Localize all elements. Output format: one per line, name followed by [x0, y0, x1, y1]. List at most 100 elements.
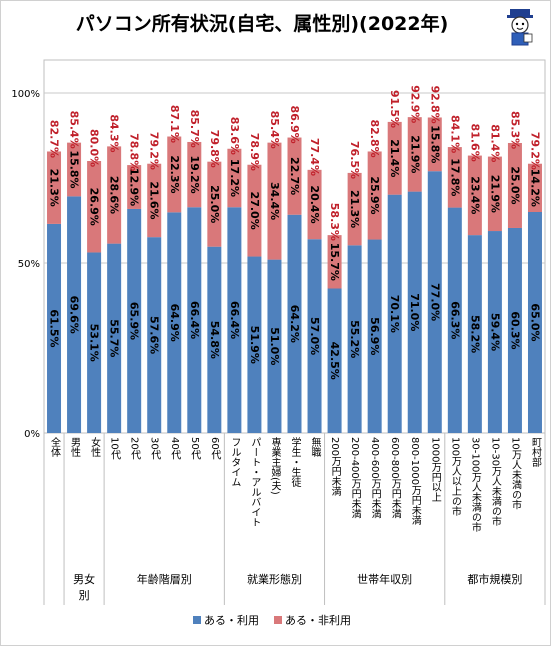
bar-unused [467, 155, 482, 236]
value-label-total: 92.9% [408, 85, 421, 123]
bar-used [307, 239, 322, 433]
value-label-total: 91.5% [388, 90, 401, 128]
value-label-total: 87.1% [168, 105, 181, 143]
value-label-unused: 34.4% [268, 182, 281, 220]
value-label-used: 59.4% [488, 313, 501, 351]
value-label-unused: 21.4% [388, 139, 401, 177]
value-label-used: 77.0% [428, 283, 441, 321]
group-label: 男女 [73, 572, 95, 586]
value-label-unused: 27.0% [248, 192, 261, 230]
value-label-used: 66.3% [448, 301, 461, 339]
group-label: 別 [79, 589, 90, 602]
value-label-total: 84.1% [448, 115, 461, 153]
bar-unused [247, 164, 262, 257]
value-label-used: 61.5% [48, 309, 61, 347]
x-tick-label: フルタイム [229, 437, 241, 487]
bar-unused [447, 147, 462, 208]
value-label-unused: 15.7% [328, 243, 341, 281]
value-label-unused: 25.0% [508, 166, 521, 204]
bar-unused [487, 156, 502, 232]
value-label-used: 64.9% [168, 304, 181, 342]
x-tick-label: 30代 [149, 437, 161, 461]
x-tick-label: 無職 [309, 436, 321, 458]
value-label-total: 82.7% [48, 120, 61, 158]
mascot-icon [507, 9, 533, 46]
bar-unused [387, 121, 402, 195]
bar-used [467, 235, 482, 433]
value-label-total: 83.6% [228, 117, 241, 155]
bar-used [127, 208, 142, 433]
value-label-unused: 23.4% [468, 176, 481, 214]
value-label-used: 54.8% [208, 321, 221, 359]
bar-used [87, 252, 102, 433]
bar-used [147, 237, 162, 433]
x-tick-label: 女性 [89, 436, 101, 458]
value-label-total: 78.8% [128, 133, 141, 171]
value-label-used: 65.9% [128, 302, 141, 340]
value-label-unused: 17.8% [448, 158, 461, 196]
value-label-total: 92.8% [428, 85, 441, 123]
bar-used [207, 246, 222, 433]
value-label-used: 66.4% [188, 301, 201, 339]
value-label-used: 57.0% [308, 317, 321, 355]
x-tick-label: 専業主婦(夫) [269, 437, 281, 495]
value-label-used: 51.0% [268, 327, 281, 365]
value-label-used: 65.0% [528, 303, 541, 341]
legend: ある・利用 ある・非利用 [193, 614, 351, 627]
bar-unused [227, 148, 242, 208]
bar-unused [127, 165, 142, 209]
value-label-unused: 15.8% [68, 150, 81, 188]
bar-unused [507, 142, 522, 228]
value-label-total: 82.8% [368, 119, 381, 157]
value-label-unused: 22.7% [288, 157, 301, 195]
bar-unused [87, 161, 102, 253]
bar-unused [307, 169, 322, 240]
value-label-total: 77.4% [308, 138, 321, 176]
value-label-unused: 21.3% [348, 190, 361, 228]
bar-used [107, 243, 122, 433]
bar-unused [47, 151, 62, 224]
bar-unused [427, 117, 442, 172]
bar-used [167, 212, 182, 433]
value-label-unused: 21.3% [48, 169, 61, 207]
legend-swatch-used [193, 616, 201, 624]
value-label-unused: 15.8% [428, 125, 441, 163]
bar-used [447, 207, 462, 433]
value-label-used: 70.1% [388, 295, 401, 333]
x-tick-label: 200-400万円未満 [349, 437, 361, 520]
value-label-unused: 17.2% [228, 159, 241, 197]
value-label-total: 84.3% [108, 114, 121, 152]
value-label-total: 76.5% [348, 141, 361, 179]
bar-used [427, 171, 442, 433]
x-tick-label: 学生・生徒 [289, 436, 301, 488]
bar-used [287, 214, 302, 433]
value-label-unused: 21.9% [488, 175, 501, 213]
value-label-unused: 19.2% [188, 156, 201, 194]
bar-unused [207, 161, 222, 247]
value-label-total: 81.6% [468, 124, 481, 162]
bar-used [487, 231, 502, 433]
value-label-used: 55.7% [108, 319, 121, 357]
x-tick-label: 男性 [69, 437, 81, 458]
bar-unused [347, 172, 362, 246]
value-label-unused: 26.9% [88, 188, 101, 226]
value-label-total: 58.3% [328, 203, 341, 241]
bar-unused [67, 142, 82, 197]
bar-unused [327, 235, 342, 289]
x-tick-label: 400-600万円未満 [369, 437, 381, 520]
x-tick-label: 200万円未満 [329, 437, 341, 497]
x-tick-label: 50代 [189, 437, 201, 461]
x-tick-label: 40代 [169, 437, 181, 461]
legend-label-unused: ある・非利用 [285, 614, 351, 627]
value-label-total: 80.0% [88, 129, 101, 167]
bar-used [187, 207, 202, 433]
value-label-unused: 14.2% [528, 169, 541, 207]
bar-unused [267, 142, 282, 260]
bar-used [347, 245, 362, 433]
value-label-total: 85.4% [68, 111, 81, 149]
x-tick-label: 10代 [109, 437, 121, 461]
bar-used [267, 259, 282, 433]
bar-unused [407, 117, 422, 192]
value-label-unused: 22.3% [168, 155, 181, 193]
